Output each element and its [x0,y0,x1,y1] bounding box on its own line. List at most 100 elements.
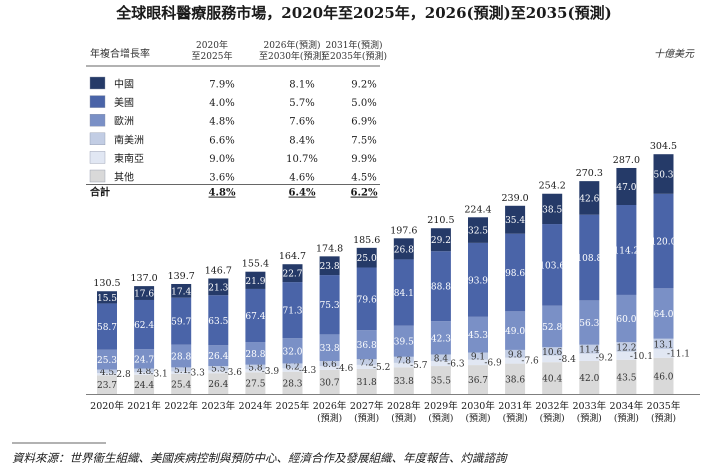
cagr-total-value: 4.8% [209,188,236,199]
x-tick-label: 2026年 [313,400,347,412]
x-tick-sublabel: (預測) [465,412,490,424]
segment-label: 13.1 [653,340,673,350]
total-label: 146.7 [205,265,232,276]
segment-label: -3.3 [188,369,206,379]
segment-label: -10.1 [630,352,653,362]
bar-segment [616,167,637,205]
bar-segment [171,283,192,298]
cagr-column-header: 至2035年(預測) [321,50,387,62]
bar-segment [653,193,674,289]
cagr-value: 7.6% [289,117,314,128]
segment-label: 29.2 [431,236,451,246]
total-label: 197.6 [390,225,417,236]
bar-segment [542,347,563,356]
cagr-total-label: 合計 [89,186,110,199]
bar-segment [542,305,563,348]
segment-label: 45.3 [468,331,488,341]
total-label: 254.2 [539,181,566,192]
segment-label: 26.4 [208,380,228,390]
x-tick-label: 2023年 [201,400,235,412]
cagr-value: 4.8% [209,117,234,128]
x-axis: 2020年 2021年 2022年 2023年 2024年 2025年 2026年(預測)2… [86,394,700,424]
segment-label: 75.3 [320,301,340,311]
bar-segment [97,375,117,394]
bar-segment [282,371,303,394]
total-label: 155.4 [242,259,269,270]
bar-segment [505,349,526,358]
segment-label: 28.3 [282,379,302,389]
source-note: 資料來源：世界衞生組織、美國疾病控制與預防中心、經濟合作及發展組織、年度報告、灼… [12,451,508,465]
segment-label: 25.4 [171,380,191,390]
segment-label: 63.5 [208,317,228,327]
segment-label: 120.0 [651,238,677,248]
total-label: 130.5 [93,278,120,289]
cagr-header-label: 年複合增長率 [90,47,150,60]
segment-label: -5.2 [373,363,390,373]
segment-label: 6.2 [285,362,299,372]
bar-segment [616,294,637,343]
bar-segment [393,367,414,394]
bar-segment [579,344,600,354]
x-tick-sublabel: (預測) [317,412,342,424]
bar-segment [208,278,229,296]
bars-group: 23.7-2.84.5 25.3 58.7 15.5 130.5 24.4-3.14.8 2… [93,141,690,394]
bar-segment [393,325,414,357]
bar-segment [171,297,192,345]
bar-segment [505,205,526,234]
segment-label: 67.4 [245,312,265,322]
segment-label: 56.3 [579,319,599,329]
segment-label: -8.4 [559,355,577,365]
bar-segment [579,181,600,215]
segment-label: -6.9 [484,358,502,368]
cagr-value: 9.0% [209,154,234,165]
segment-label: 103.6 [539,261,565,271]
total-label: 287.0 [613,155,640,166]
segment-label: -3.1 [150,370,167,380]
bar-segment [616,205,637,295]
segment-label: 108.8 [576,254,602,264]
bar-segment [393,259,414,326]
bar-segment [171,373,192,394]
cagr-total-value: 6.4% [289,188,316,199]
segment-label: 11.4 [579,346,599,356]
bar-segment [653,154,674,194]
bar-segment [579,360,600,394]
segment-label: 8.4 [434,354,449,364]
segment-label: 26.8 [394,245,414,255]
cagr-value: 9.2% [351,80,376,91]
total-label: 210.5 [427,215,454,226]
bar-segment [97,303,117,350]
bar-segment [319,361,340,367]
bar-segment [393,356,414,363]
segment-label: 35.4 [505,216,525,226]
x-tick-sublabel: (預測) [577,412,602,424]
bar-segment [245,342,266,365]
x-tick-sublabel: (預測) [614,412,639,424]
bar-segment [208,366,229,371]
cagr-value: 5.0% [351,98,376,109]
segment-label: 79.6 [357,295,377,305]
segment-label: 30.7 [320,378,340,388]
segment-label: 4.5 [100,368,115,378]
segment-label: 33.8 [320,344,340,354]
cagr-value: 6.6% [209,135,234,146]
total-label: 304.5 [650,141,677,152]
cagr-value: 3.6% [209,173,234,184]
segment-label: 17.4 [171,287,191,297]
bar-segment [468,316,488,353]
bar-segment [208,295,229,346]
segment-label: 23.8 [320,262,340,272]
bar-segment [319,256,340,276]
segment-label: 28.8 [245,350,265,360]
segment-label: 12.2 [616,343,636,353]
bar-segment [245,372,266,394]
x-tick-label: 2033年 [572,400,606,412]
x-tick-sublabel: (預測) [354,412,379,424]
bar-segment [505,311,526,350]
segment-label: 5.1 [174,366,188,376]
bar-segment [468,365,488,394]
cagr-total-value: 6.2% [351,188,378,199]
x-tick-label: 2032年 [535,400,569,412]
segment-label: 71.3 [282,307,302,317]
